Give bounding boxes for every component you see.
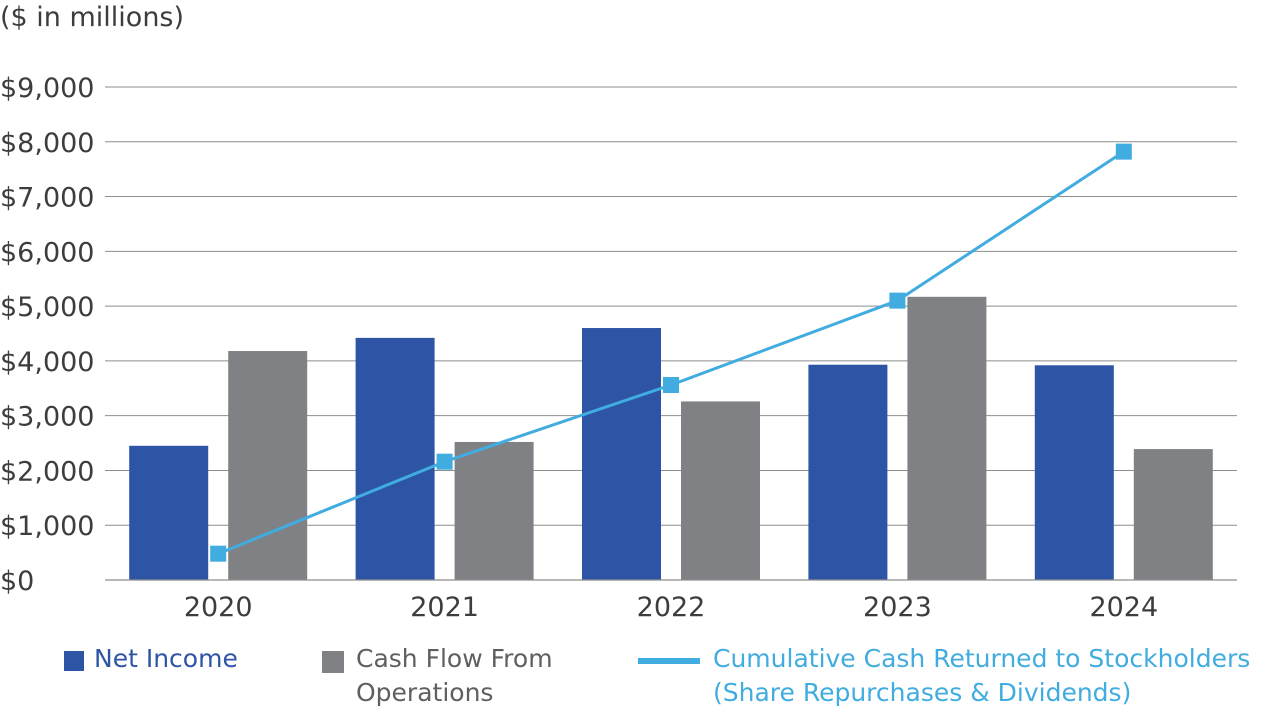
legend-cumulative-label: Cumulative Cash Returned to Stockholders…: [713, 642, 1250, 710]
y-tick-label: $0: [0, 566, 34, 597]
y-tick-label: $4,000: [0, 347, 94, 378]
point-cumulative-2023: [889, 292, 906, 309]
bar-net-income-2020: [129, 445, 209, 580]
bar-net-income-2024: [1034, 365, 1114, 580]
unit-label: ($ in millions): [0, 2, 185, 33]
bar-cash-flow-from-operations-2022: [681, 401, 760, 580]
bar-net-income-2023: [808, 364, 888, 580]
chart-svg: $0 $1,000 $2,000 $3,000 $4,000 $5,000 $6,000 $7…: [0, 73, 1237, 623]
bar-cash-flow-from-operations-2023: [907, 296, 987, 580]
y-tick-label: $7,000: [0, 183, 94, 214]
point-cumulative-2020: [210, 545, 227, 562]
legend-cash-flow-swatch: [322, 651, 344, 673]
x-tick-label: 2022: [637, 592, 706, 623]
legend-net-income-label: Net Income: [94, 644, 238, 673]
legend-cumulative-line1: Cumulative Cash Returned to Stockholders: [713, 644, 1251, 673]
legend-cash-flow-line2: Operations: [356, 678, 494, 707]
x-tick-label: 2024: [1089, 592, 1158, 623]
y-tick-label: $9,000: [0, 73, 94, 104]
point-cumulative-2024: [1115, 143, 1132, 160]
legend-cumulative-line2: (Share Repurchases & Dividends): [713, 678, 1132, 707]
bar-net-income-2021: [355, 337, 435, 580]
bar-net-income-2022: [582, 328, 661, 580]
y-tick-label: $1,000: [0, 511, 94, 542]
x-tick-label: 2023: [863, 592, 932, 623]
legend-cash-flow-label: Cash Flow From Operations: [356, 642, 553, 710]
bar-cash-flow-from-operations-2021: [454, 441, 534, 580]
y-tick-label: $8,000: [0, 128, 94, 159]
y-tick-label: $2,000: [0, 456, 94, 487]
point-cumulative-2022: [663, 376, 679, 393]
x-tick-label: 2021: [410, 592, 479, 623]
y-tick-label: $5,000: [0, 292, 94, 323]
legend-net-income-swatch: [64, 651, 84, 671]
y-tick-label: $3,000: [0, 402, 94, 433]
y-tick-label: $6,000: [0, 237, 94, 268]
line-cumulative-cash-returned: [217, 150, 1125, 556]
x-tick-label: 2020: [184, 592, 253, 623]
legend-cash-flow-line1: Cash Flow From: [356, 644, 553, 673]
point-cumulative-2021: [436, 453, 453, 470]
legend-cumulative-swatch: [638, 658, 700, 664]
bar-cash-flow-from-operations-2024: [1133, 449, 1213, 580]
bar-cash-flow-from-operations-2020: [228, 351, 308, 580]
